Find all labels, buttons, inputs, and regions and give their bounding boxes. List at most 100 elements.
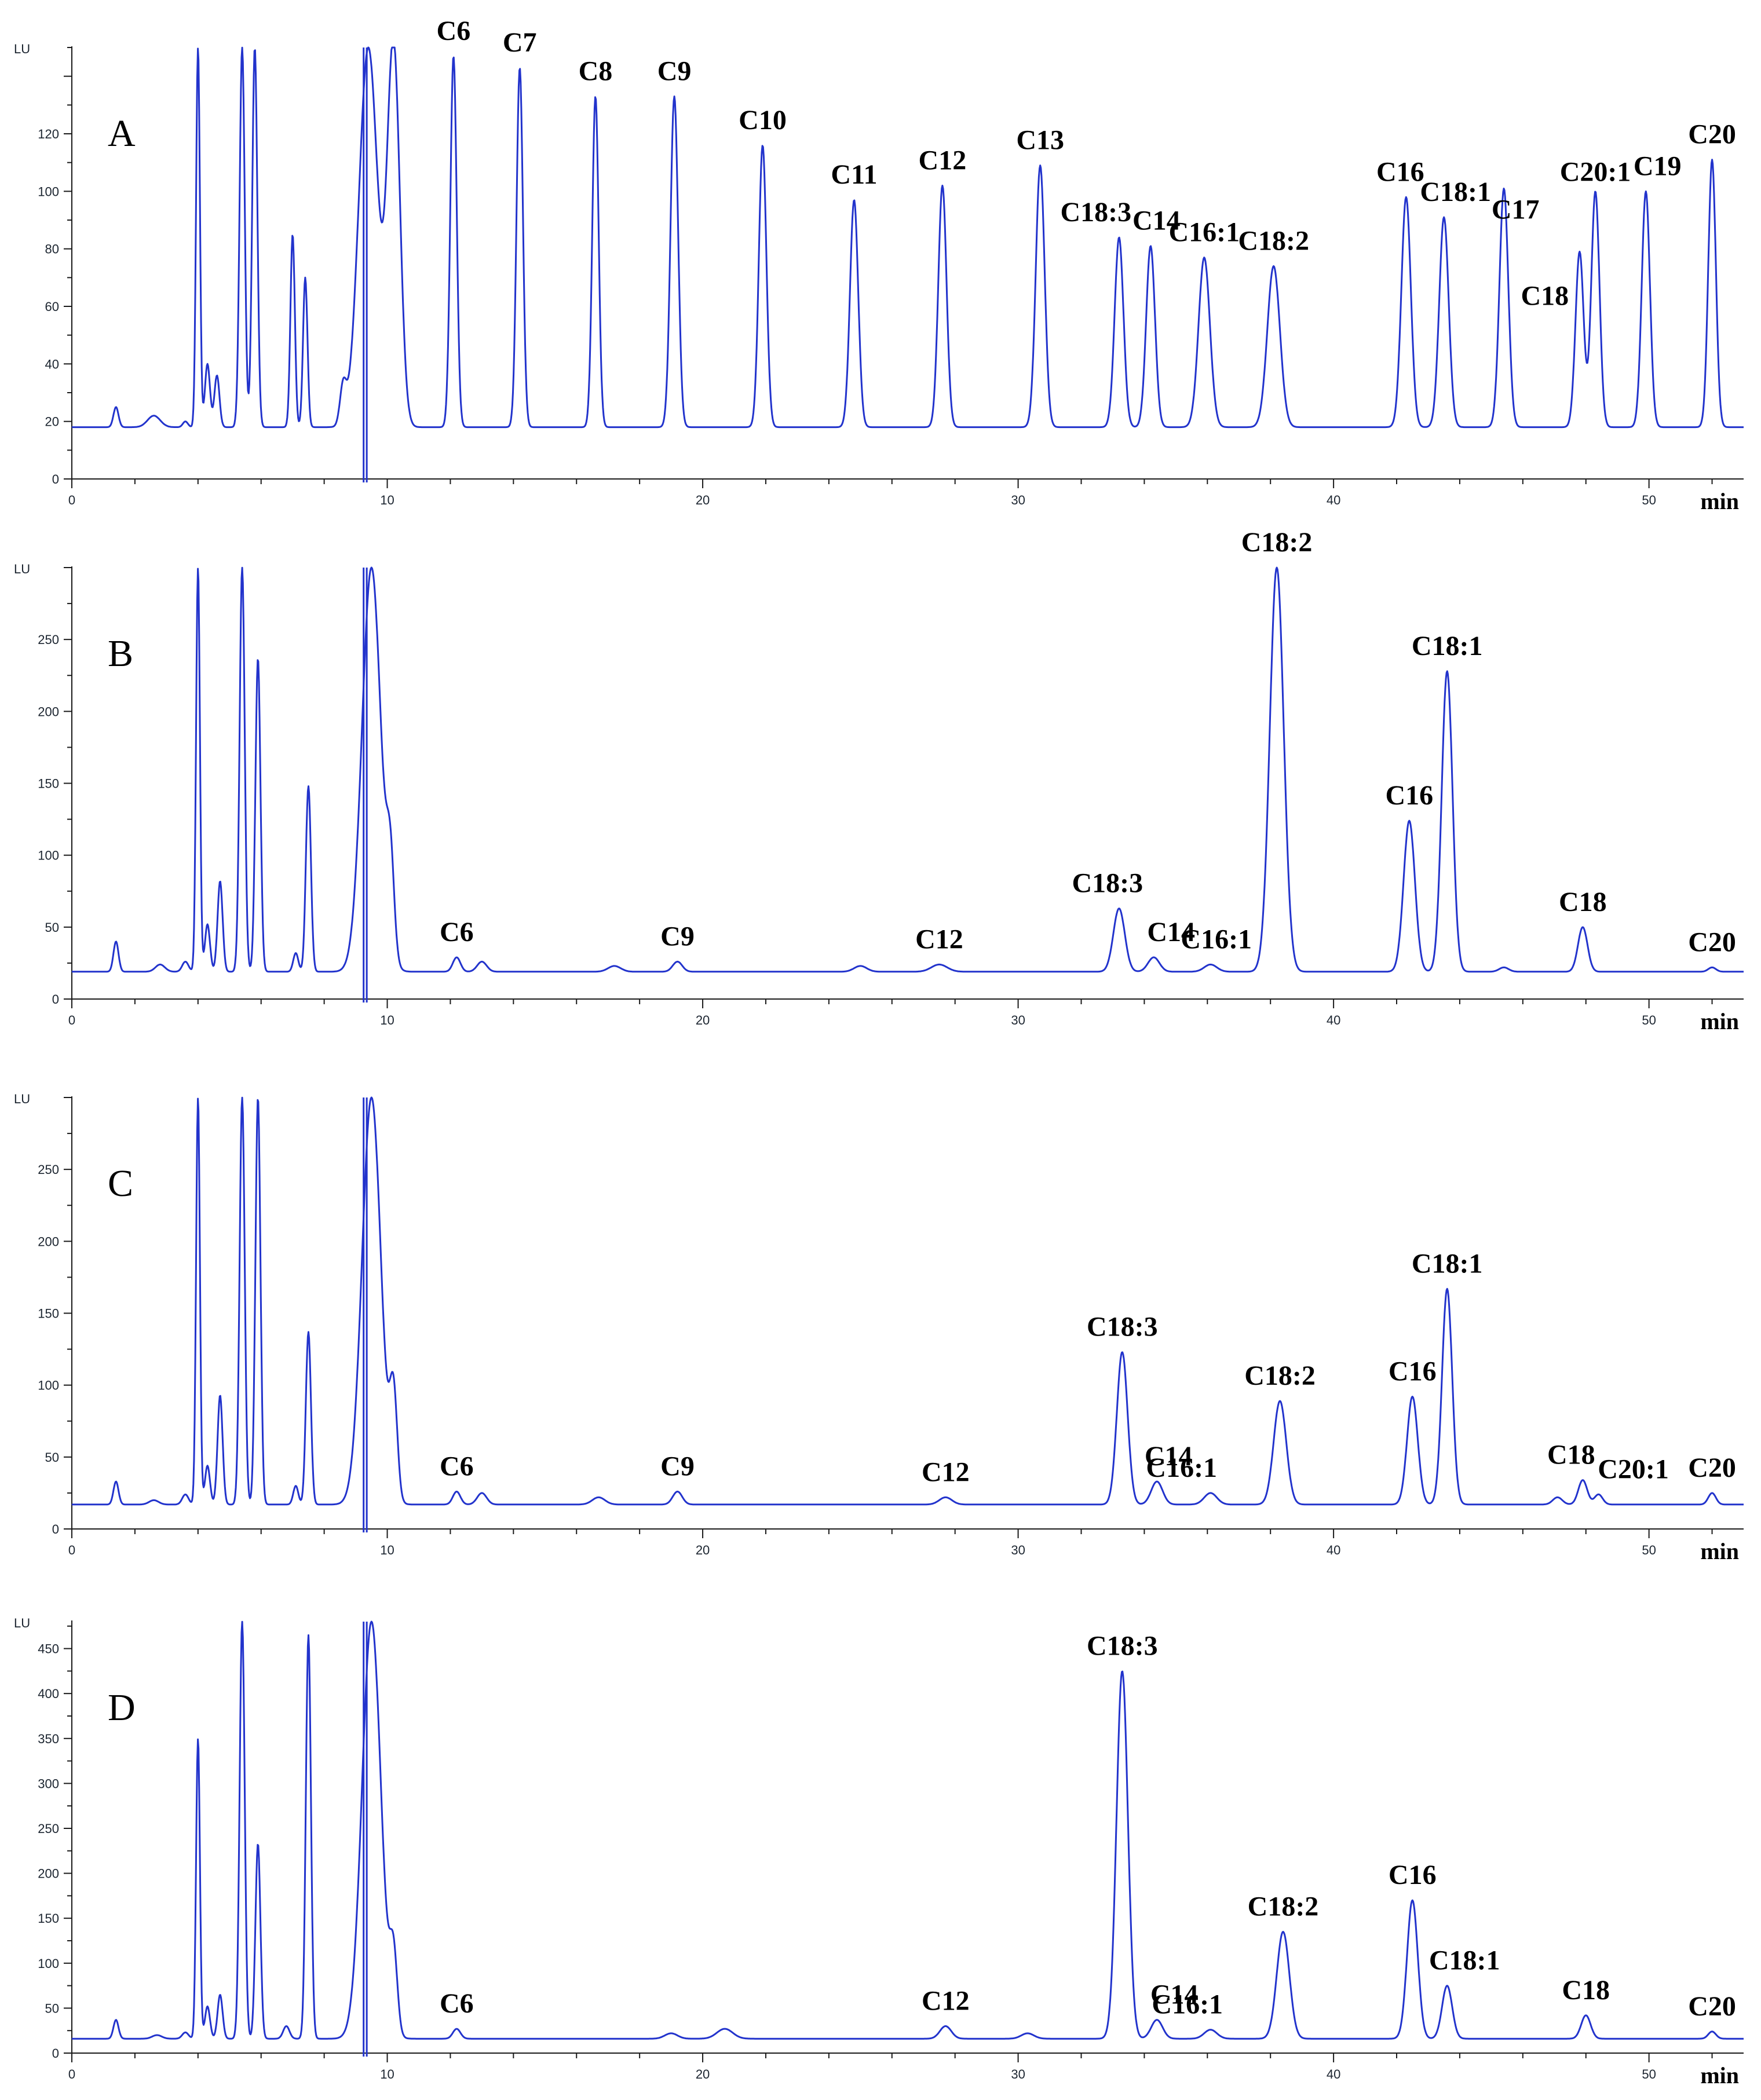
- y-tick-label: 20: [45, 415, 59, 429]
- peak-label: C18:3: [1072, 868, 1143, 899]
- y-tick-label: 350: [38, 1732, 59, 1746]
- x-tick-label: 40: [1327, 2067, 1340, 2081]
- y-tick-label: 250: [38, 1821, 59, 1836]
- peak-label: C16: [1389, 1860, 1437, 1890]
- x-tick-label: 40: [1327, 1013, 1340, 1027]
- x-axis-unit-label: min: [1700, 1538, 1739, 1564]
- x-axis-unit-label: min: [1700, 2062, 1739, 2088]
- peak-label: C16: [1385, 780, 1433, 811]
- y-tick-label: 150: [38, 777, 59, 791]
- y-tick-label: 100: [38, 1378, 59, 1393]
- peak-label: C18:3: [1087, 1630, 1158, 1661]
- y-tick-label: 120: [38, 127, 59, 141]
- peak-label: C13: [1016, 125, 1064, 156]
- peak-label: C20:1: [1598, 1454, 1669, 1484]
- y-tick-label: 450: [38, 1642, 59, 1656]
- y-tick-label: 40: [45, 357, 59, 371]
- y-tick-label: 50: [45, 1450, 59, 1465]
- peak-label: C16:1: [1146, 1453, 1217, 1483]
- chromatogram-trace: [71, 46, 1744, 429]
- peak-label: C17: [1492, 194, 1540, 225]
- peak-label: C18: [1562, 1975, 1610, 2006]
- y-tick-label: 200: [38, 1234, 59, 1249]
- y-tick-label: 250: [38, 1162, 59, 1177]
- x-tick-label: 50: [1642, 1543, 1656, 1557]
- y-tick-label: 300: [38, 1776, 59, 1791]
- x-tick-label: 10: [380, 1543, 394, 1557]
- y-tick-label: 80: [45, 242, 59, 257]
- panel-label: B: [108, 632, 133, 675]
- peak-label: C14: [1132, 206, 1181, 236]
- x-tick-label: 30: [1011, 1543, 1025, 1557]
- y-axis-unit-label: LU: [14, 1092, 30, 1106]
- peak-label: C18:1: [1420, 177, 1491, 207]
- peak-label: C18: [1521, 281, 1569, 312]
- x-tick-label: 30: [1011, 1013, 1025, 1027]
- peak-label: C10: [739, 105, 787, 136]
- x-tick-label: 0: [68, 2067, 75, 2081]
- peak-label: C18:3: [1087, 1312, 1158, 1342]
- peak-label: C14: [1147, 917, 1195, 947]
- y-axis-unit-label: LU: [14, 1616, 30, 1630]
- peak-label: C18:1: [1412, 1248, 1483, 1279]
- peak-label: C7: [503, 27, 537, 58]
- peak-label: C18:2: [1248, 1891, 1319, 1922]
- x-tick-label: 50: [1642, 493, 1656, 507]
- peak-label: C16:1: [1169, 217, 1240, 248]
- peak-label: C18:2: [1238, 225, 1309, 256]
- peak-label: C19: [1634, 151, 1682, 181]
- panel-c: 0 50 100 150 200 250 LU 0 10 20 30 40 50 min C C6 C9 C12 C…: [14, 1092, 1744, 1564]
- x-tick-label: 20: [696, 1543, 710, 1557]
- y-tick-label: 250: [38, 632, 59, 647]
- y-tick-label: 0: [52, 992, 59, 1007]
- panel-label: D: [108, 1686, 136, 1729]
- peak-label: C6: [437, 16, 471, 46]
- y-tick-label: 200: [38, 1867, 59, 1881]
- peak-label: C12: [915, 924, 963, 954]
- y-tick-label: 100: [38, 848, 59, 863]
- y-tick-label: 100: [38, 1956, 59, 1971]
- peak-label: C6: [440, 1988, 474, 2019]
- peak-label: C18:2: [1244, 1360, 1316, 1391]
- y-tick-label: 0: [52, 1522, 59, 1536]
- x-tick-label: 10: [380, 1013, 394, 1027]
- y-tick-label: 150: [38, 1911, 59, 1926]
- x-tick-label: 50: [1642, 1013, 1656, 1027]
- x-tick-label: 0: [68, 493, 75, 507]
- peak-label: C9: [657, 56, 692, 86]
- peak-label: C9: [660, 921, 695, 952]
- panel-label: A: [108, 112, 136, 155]
- peak-label: C12: [922, 1985, 970, 2016]
- peak-label: C12: [922, 1457, 970, 1487]
- x-tick-label: 20: [696, 493, 710, 507]
- x-tick-label: 0: [68, 1543, 75, 1557]
- y-tick-label: 150: [38, 1307, 59, 1321]
- panel-label: C: [108, 1162, 133, 1205]
- peak-label: C20: [1688, 1991, 1736, 2022]
- panel-b: 0 50 100 150 200 250 LU 0 10 20 30 40 50 min B C6 C9 C12 C…: [14, 527, 1744, 1034]
- panel-d: 0 50 100 150 200 250 300 350 400 450 LU 0 10 20 30 40 50…: [14, 1616, 1744, 2088]
- x-tick-label: 40: [1327, 493, 1340, 507]
- peak-label: C18:1: [1429, 1945, 1500, 1976]
- x-tick-label: 20: [696, 1013, 710, 1027]
- y-tick-label: 100: [38, 184, 59, 199]
- x-tick-label: 0: [68, 1013, 75, 1027]
- x-axis-unit-label: min: [1700, 1008, 1739, 1034]
- peak-label: C14: [1145, 1441, 1193, 1472]
- peak-label: C16:1: [1152, 1989, 1223, 2020]
- peak-label: C20: [1688, 927, 1736, 957]
- peak-label: C12: [919, 145, 967, 175]
- peak-label: C18:3: [1061, 197, 1132, 228]
- x-tick-label: 40: [1327, 1543, 1340, 1557]
- y-tick-label: 0: [52, 2046, 59, 2061]
- y-tick-label: 50: [45, 920, 59, 935]
- peak-label: C18: [1547, 1440, 1595, 1470]
- chromatogram-trace: [71, 566, 1744, 973]
- x-tick-label: 50: [1642, 2067, 1656, 2081]
- x-tick-label: 10: [380, 2067, 394, 2081]
- peak-label: C16: [1389, 1356, 1437, 1387]
- y-tick-label: 400: [38, 1686, 59, 1701]
- peak-label: C11: [831, 159, 877, 190]
- x-tick-label: 30: [1011, 2067, 1025, 2081]
- chromatogram-trace: [71, 1096, 1744, 1506]
